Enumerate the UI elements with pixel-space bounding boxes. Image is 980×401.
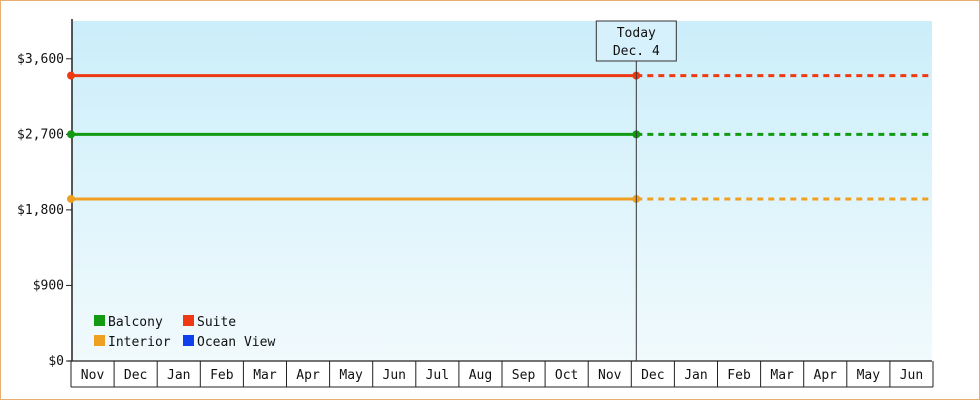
y-tick-label: $1,800 [17,203,64,218]
x-tick-label: Aug [469,368,492,383]
x-tick-label: May [857,368,881,383]
today-label-line1: Today [617,26,656,41]
today-label-box [595,20,677,62]
x-tick-label: Feb [727,368,751,383]
series-point [67,71,75,80]
series-point [67,130,75,139]
plot-background [72,21,932,361]
legend-swatch [94,315,105,326]
y-tick-label: $2,700 [17,127,64,142]
today-label-line2: Dec. 4 [613,44,660,59]
x-tick-label: Jan [167,368,190,383]
x-tick-label: Mar [253,368,277,383]
x-tick-label: May [339,368,363,383]
legend-swatch [183,315,194,326]
x-tick-label: Sep [512,368,536,383]
x-tick-label: Dec [124,368,147,383]
legend-swatch [183,335,194,346]
x-tick-label: Jul [426,368,449,383]
x-tick-label: Nov [81,368,105,383]
legend-label: Suite [197,315,236,330]
legend-label: Ocean View [197,335,275,350]
x-tick-label: Mar [770,368,794,383]
y-tick-label: $3,600 [17,52,64,67]
x-tick-label: Oct [555,368,578,383]
x-tick-label: Apr [296,368,320,383]
y-tick-label: $0 [48,354,64,369]
series-point [67,194,75,203]
legend-swatch [94,335,105,346]
x-tick-label: Jan [684,368,707,383]
x-tick-label: Dec [641,368,664,383]
x-tick-label: Jun [383,368,406,383]
legend-label: Interior [108,335,171,350]
legend-label: Balcony [108,315,163,330]
x-tick-label: Feb [210,368,234,383]
x-tick-label: Nov [598,368,622,383]
x-tick-label: Apr [814,368,838,383]
y-tick-label: $900 [33,278,64,293]
x-tick-label: Jun [900,368,923,383]
